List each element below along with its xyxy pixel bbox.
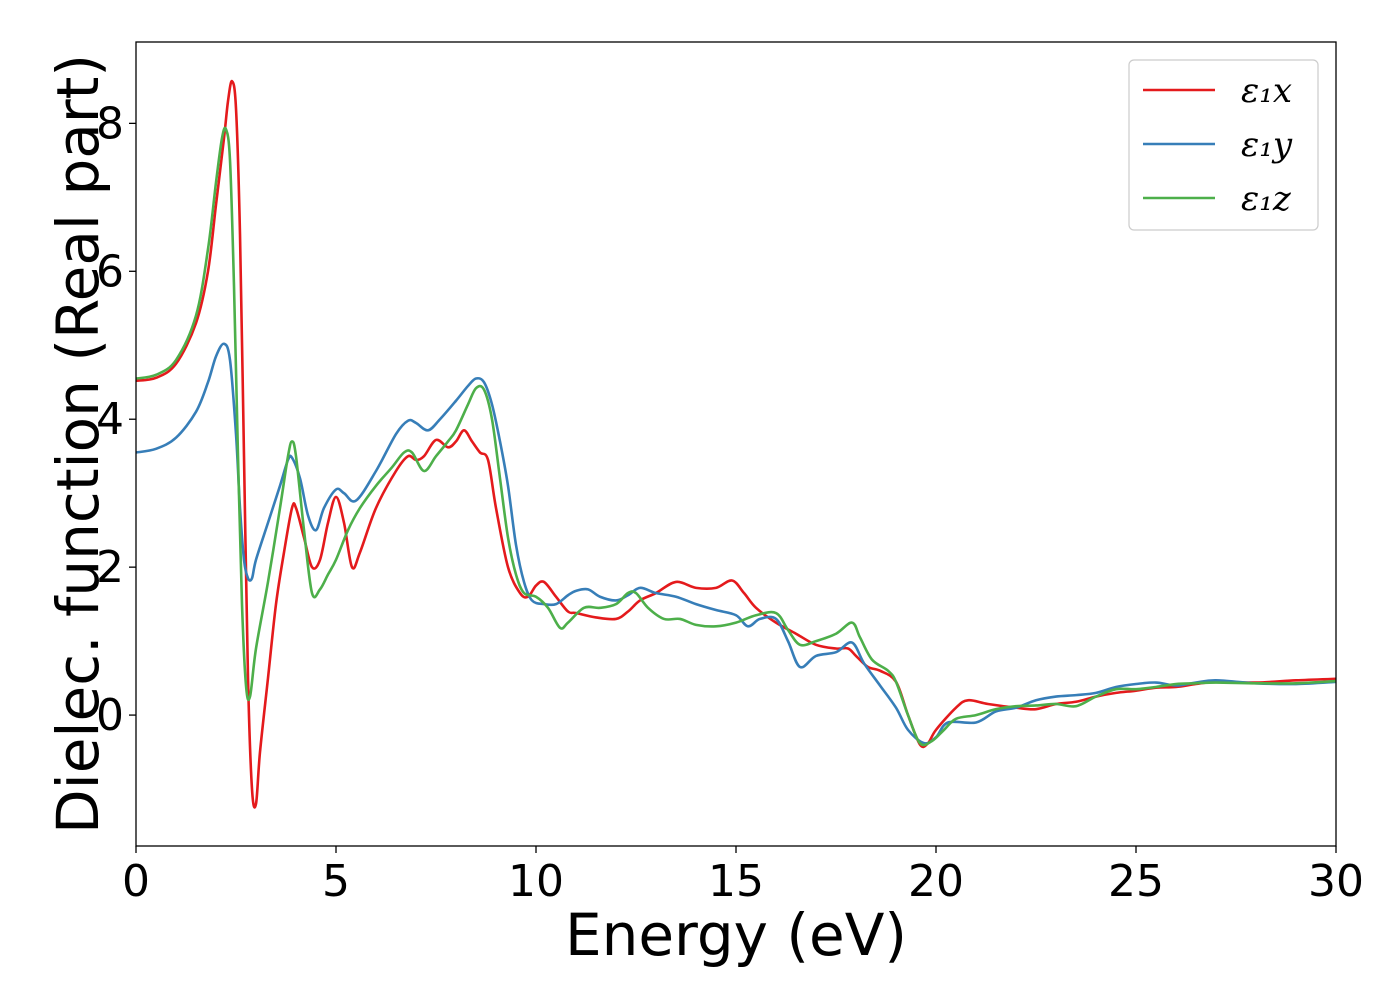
x-tick-label: 0: [122, 856, 150, 907]
y-tick-label: 6: [96, 246, 124, 297]
x-tick-label: 10: [508, 856, 564, 907]
x-tick-label: 5: [322, 856, 350, 907]
y-axis-title: Dielec. function (Real part): [44, 54, 112, 834]
series-line-2: [136, 126, 1336, 747]
legend-label-2: ε₁z: [1241, 179, 1292, 219]
x-tick-label: 20: [908, 856, 964, 907]
y-tick-label: 8: [96, 98, 124, 149]
y-tick-label: 4: [96, 394, 124, 445]
x-tick-label: 30: [1308, 856, 1364, 907]
x-tick-label: 15: [708, 856, 764, 907]
series-line-1: [136, 342, 1336, 745]
legend-box: [1128, 59, 1319, 231]
y-tick-label: 2: [96, 542, 124, 593]
y-axis-ticks: 0 2 4 6 8: [96, 98, 136, 741]
x-tick-label: 25: [1108, 856, 1164, 907]
legend: ε₁x ε₁y ε₁z: [1128, 59, 1319, 231]
legend-label-0: ε₁x: [1241, 71, 1292, 111]
x-axis-ticks: 0 5 10 15 20 25 30: [122, 846, 1364, 907]
legend-label-1: ε₁y: [1241, 125, 1293, 165]
series-line-0: [136, 79, 1336, 809]
series-layer: [136, 79, 1336, 809]
x-axis-title: Energy (eV): [565, 901, 907, 969]
y-tick-label: 0: [96, 690, 124, 741]
